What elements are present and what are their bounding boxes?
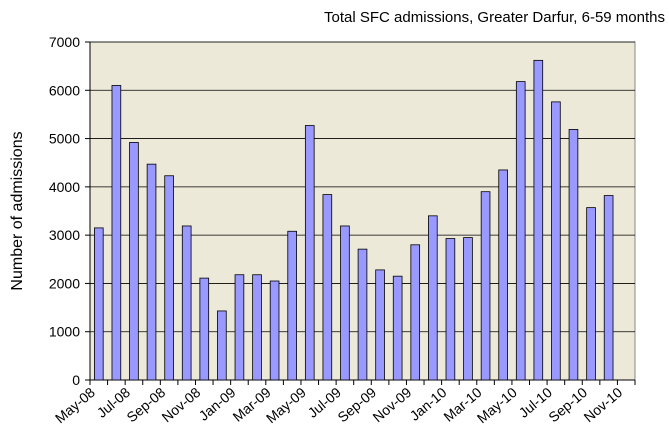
bar	[129, 142, 139, 381]
x-tick-label: Sep-08	[123, 384, 168, 425]
bar	[533, 59, 544, 381]
y-tick-label: 2000	[49, 275, 80, 291]
bar	[199, 277, 210, 381]
bar	[304, 125, 315, 381]
bar	[181, 225, 192, 381]
bar	[428, 215, 438, 381]
bar	[287, 230, 297, 381]
bar	[269, 280, 280, 381]
y-tick-label: 1000	[49, 324, 80, 340]
y-tick-label: 7000	[49, 34, 80, 50]
x-tick-label: Nov-08	[159, 384, 204, 425]
bar	[480, 191, 491, 381]
bar	[568, 128, 579, 381]
bar	[586, 207, 596, 381]
bar	[252, 274, 262, 381]
x-tick-label: Sep-10	[545, 384, 590, 425]
y-axis-label: Number of admissions	[9, 131, 26, 290]
y-tick-label: 6000	[49, 82, 80, 98]
bar	[217, 310, 227, 381]
bar	[498, 169, 508, 381]
x-tick-label: Nov-10	[580, 384, 625, 425]
x-tick-label: Jan-09	[195, 384, 238, 424]
x-tick-label: May-09	[263, 384, 309, 426]
y-tick-label: 3000	[49, 227, 80, 243]
x-tick-label: Jan-10	[406, 384, 449, 424]
y-tick-label: 0	[72, 372, 80, 388]
y-tick-label: 5000	[49, 131, 80, 147]
y-tick-label: 4000	[49, 179, 80, 195]
bar	[234, 274, 245, 381]
bar	[340, 225, 350, 381]
bar	[375, 269, 385, 381]
x-tick-label: May-08	[52, 384, 98, 426]
x-tick-label: Sep-09	[334, 384, 379, 425]
bar	[515, 81, 526, 381]
bar	[603, 195, 614, 381]
bar	[164, 175, 174, 381]
x-tick-label: Nov-09	[370, 384, 415, 425]
bar	[93, 227, 104, 381]
x-tick-label: May-10	[474, 384, 520, 426]
bar	[463, 237, 473, 381]
bar	[392, 275, 403, 381]
bar	[551, 101, 561, 381]
bar	[357, 248, 368, 381]
bar	[445, 238, 456, 381]
bar	[322, 194, 333, 381]
bar	[146, 163, 157, 381]
bar	[111, 85, 122, 381]
chart-title: Total SFC admissions, Greater Darfur, 6-…	[324, 9, 665, 26]
bar	[410, 244, 421, 381]
